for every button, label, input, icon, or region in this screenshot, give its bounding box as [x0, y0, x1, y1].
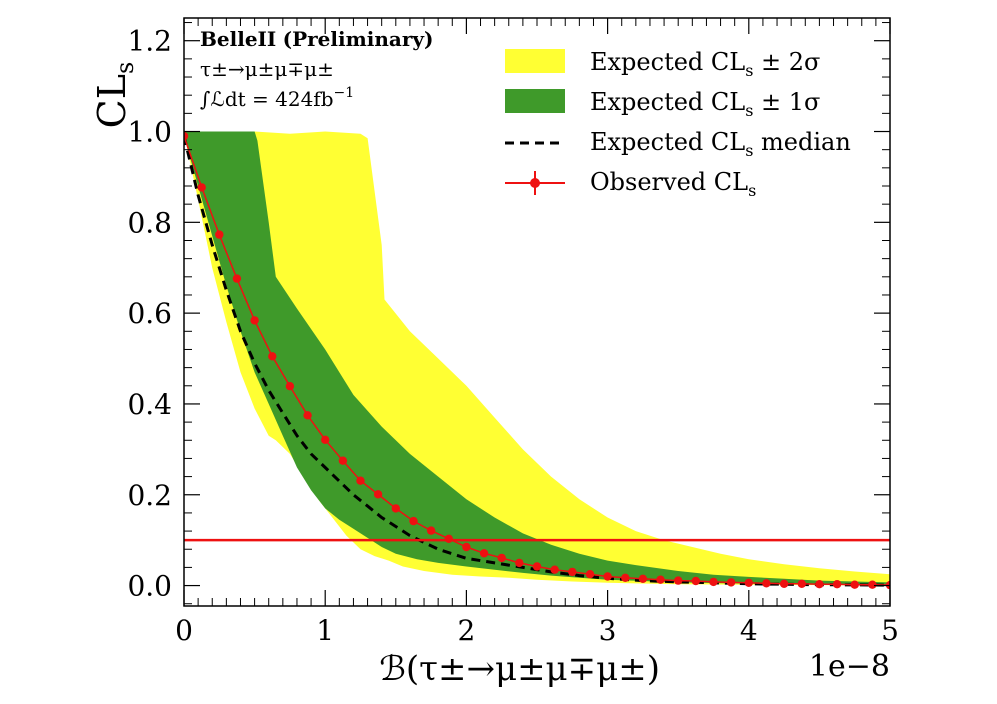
observed-point — [479, 549, 489, 558]
y-tick-label: 1.0 — [127, 116, 172, 149]
observed-point — [568, 567, 577, 577]
legend-label-observed-main: Observed CL — [590, 168, 748, 196]
y-tick-label: 0.6 — [127, 297, 172, 330]
observed-point — [550, 565, 559, 574]
observed-point — [409, 516, 418, 526]
median-line — [184, 135, 890, 587]
y-axis-label-sub: s — [111, 62, 139, 74]
observed-point — [497, 553, 506, 563]
observed-point — [744, 578, 753, 587]
observed-point — [184, 131, 189, 141]
observed-point — [832, 580, 842, 589]
observed-point — [250, 316, 259, 325]
legend-label-band2: Expected CLs ± 2σ — [590, 48, 820, 80]
observed-point — [779, 579, 789, 588]
legend-label-observed: Observed CLs — [590, 168, 756, 200]
observed-point — [709, 577, 718, 587]
observed-point — [444, 534, 453, 543]
observed-point — [638, 574, 648, 583]
experiment-name: BelleII — [200, 27, 276, 51]
observed-point — [391, 504, 400, 513]
experiment-label: BelleII (Preliminary) — [200, 27, 433, 51]
observed-point — [462, 542, 471, 552]
observed-point — [815, 580, 824, 589]
y-tick-label: 0.0 — [127, 570, 172, 603]
observed-point — [850, 580, 859, 589]
lumi-text: ∫ℒdt = 424fb — [200, 87, 334, 111]
y-tick-label: 0.8 — [127, 206, 172, 239]
observed-point — [338, 456, 348, 465]
legend-label-median-suffix: median — [753, 128, 850, 156]
legend-label-band2-suffix: ± 2σ — [753, 48, 820, 76]
legend-swatch-observed-marker — [530, 178, 540, 188]
y-tick-label: 1.2 — [127, 25, 172, 58]
x-scale-label: 1e−8 — [809, 649, 890, 684]
lumi-label: ∫ℒdt = 424fb−1 — [200, 85, 354, 111]
x-tick-label: 5 — [881, 614, 899, 647]
axis-tick-labels: 0 1 2 3 4 5 0.0 0.2 0.4 0.6 0.8 1.0 1.2 — [127, 25, 898, 647]
legend-label-observed-sub: s — [748, 181, 756, 200]
observed-point — [373, 490, 383, 499]
observed-point — [691, 576, 700, 586]
observed-point — [426, 526, 436, 535]
x-tick-label: 1 — [316, 614, 334, 647]
observed-point — [232, 274, 242, 283]
x-tick-label: 4 — [740, 614, 758, 647]
observed-point — [303, 411, 312, 420]
x-tick-label: 0 — [175, 614, 193, 647]
legend-label-median-main: Expected CL — [590, 128, 745, 156]
observed-point — [532, 562, 542, 571]
observed-point — [868, 580, 877, 589]
experiment-status: (Preliminary) — [283, 27, 434, 51]
legend-label-band1-suffix: ± 1σ — [753, 88, 820, 116]
observed-point — [515, 558, 524, 568]
axis-ticks — [183, 18, 891, 606]
y-axis-label-main: CL — [90, 74, 134, 128]
observed-point — [674, 576, 683, 585]
observed-point — [321, 435, 330, 444]
y-axis-label: CLs — [90, 62, 139, 129]
observed-point — [585, 570, 595, 579]
legend-label-band1: Expected CLs ± 1σ — [590, 88, 820, 120]
observed-point — [621, 573, 630, 582]
x-tick-label: 2 — [457, 614, 475, 647]
legend-label-band2-main: Expected CL — [590, 48, 745, 76]
observed-point — [285, 382, 295, 391]
observed-point — [356, 476, 365, 485]
observed-point — [656, 575, 665, 584]
x-tick-label: 3 — [599, 614, 617, 647]
observed-point — [197, 183, 206, 192]
observed-point — [797, 579, 806, 588]
legend-label-median: Expected CLs median — [590, 128, 851, 160]
legend-label-band1-sub: s — [745, 101, 753, 120]
plot-area — [184, 131, 890, 590]
observed-point — [603, 572, 612, 581]
observed-point — [762, 579, 771, 588]
observed-point — [726, 578, 736, 587]
legend-label-band1-main: Expected CL — [590, 88, 745, 116]
x-axis-label: ℬ(τ±→μ±μ∓μ±) — [379, 649, 660, 689]
channel-label: τ±→μ±μ∓μ± — [200, 57, 334, 81]
observed-point — [215, 230, 224, 239]
y-tick-label: 0.2 — [127, 479, 172, 512]
y-tick-label: 0.4 — [127, 388, 172, 421]
legend: Expected CLs ± 2σ Expected CLs ± 1σ Expe… — [505, 48, 851, 200]
observed-point — [268, 352, 277, 361]
lumi-exponent: −1 — [334, 85, 355, 101]
legend-label-median-sub: s — [745, 141, 753, 160]
legend-label-band2-sub: s — [745, 61, 753, 80]
band-1sigma — [184, 131, 890, 586]
legend-swatch-band2 — [505, 49, 565, 73]
legend-swatch-band1 — [505, 89, 565, 113]
